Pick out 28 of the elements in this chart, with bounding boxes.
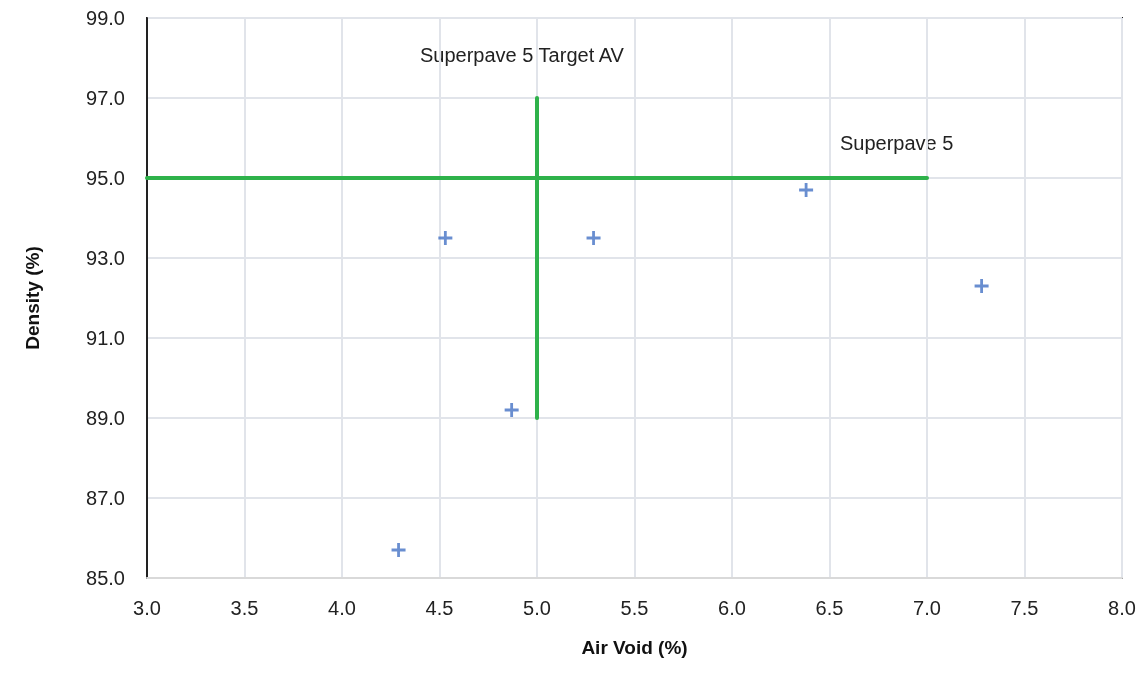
y-axis-title: Density (%) xyxy=(22,246,43,350)
y-tick-label: 85.0 xyxy=(86,567,125,589)
point xyxy=(504,403,519,417)
x-axis-title: Air Void (%) xyxy=(581,637,688,658)
y-tick-label: 89.0 xyxy=(86,407,125,429)
x-tick-label: 6.0 xyxy=(718,597,746,619)
annotation: Superpave 5 xyxy=(840,132,954,154)
x-tick-label: 3.0 xyxy=(133,597,161,619)
annotation: Superpave 5 Target AV xyxy=(420,44,625,66)
y-tick-label: 91.0 xyxy=(86,327,125,349)
x-tick-label: 7.0 xyxy=(913,597,941,619)
point xyxy=(391,543,406,557)
x-tick-label: 6.5 xyxy=(815,597,844,619)
y-tick-label: 97.0 xyxy=(86,87,125,109)
y-tick-label: 99.0 xyxy=(86,7,125,29)
x-tick-label: 4.0 xyxy=(328,597,356,619)
x-tick-label: 4.5 xyxy=(425,597,454,619)
point xyxy=(586,231,601,245)
x-tick-label: 7.5 xyxy=(1010,597,1039,619)
point xyxy=(438,231,453,245)
x-tick-label: 3.5 xyxy=(230,597,259,619)
y-tick-label: 95.0 xyxy=(86,167,125,189)
x-tick-label: 8.0 xyxy=(1108,597,1136,619)
y-tick-label: 87.0 xyxy=(86,487,125,509)
x-tick-label: 5.0 xyxy=(523,597,551,619)
y-tick-label: 93.0 xyxy=(86,247,125,269)
point xyxy=(974,279,989,293)
x-tick-label: 5.5 xyxy=(620,597,649,619)
